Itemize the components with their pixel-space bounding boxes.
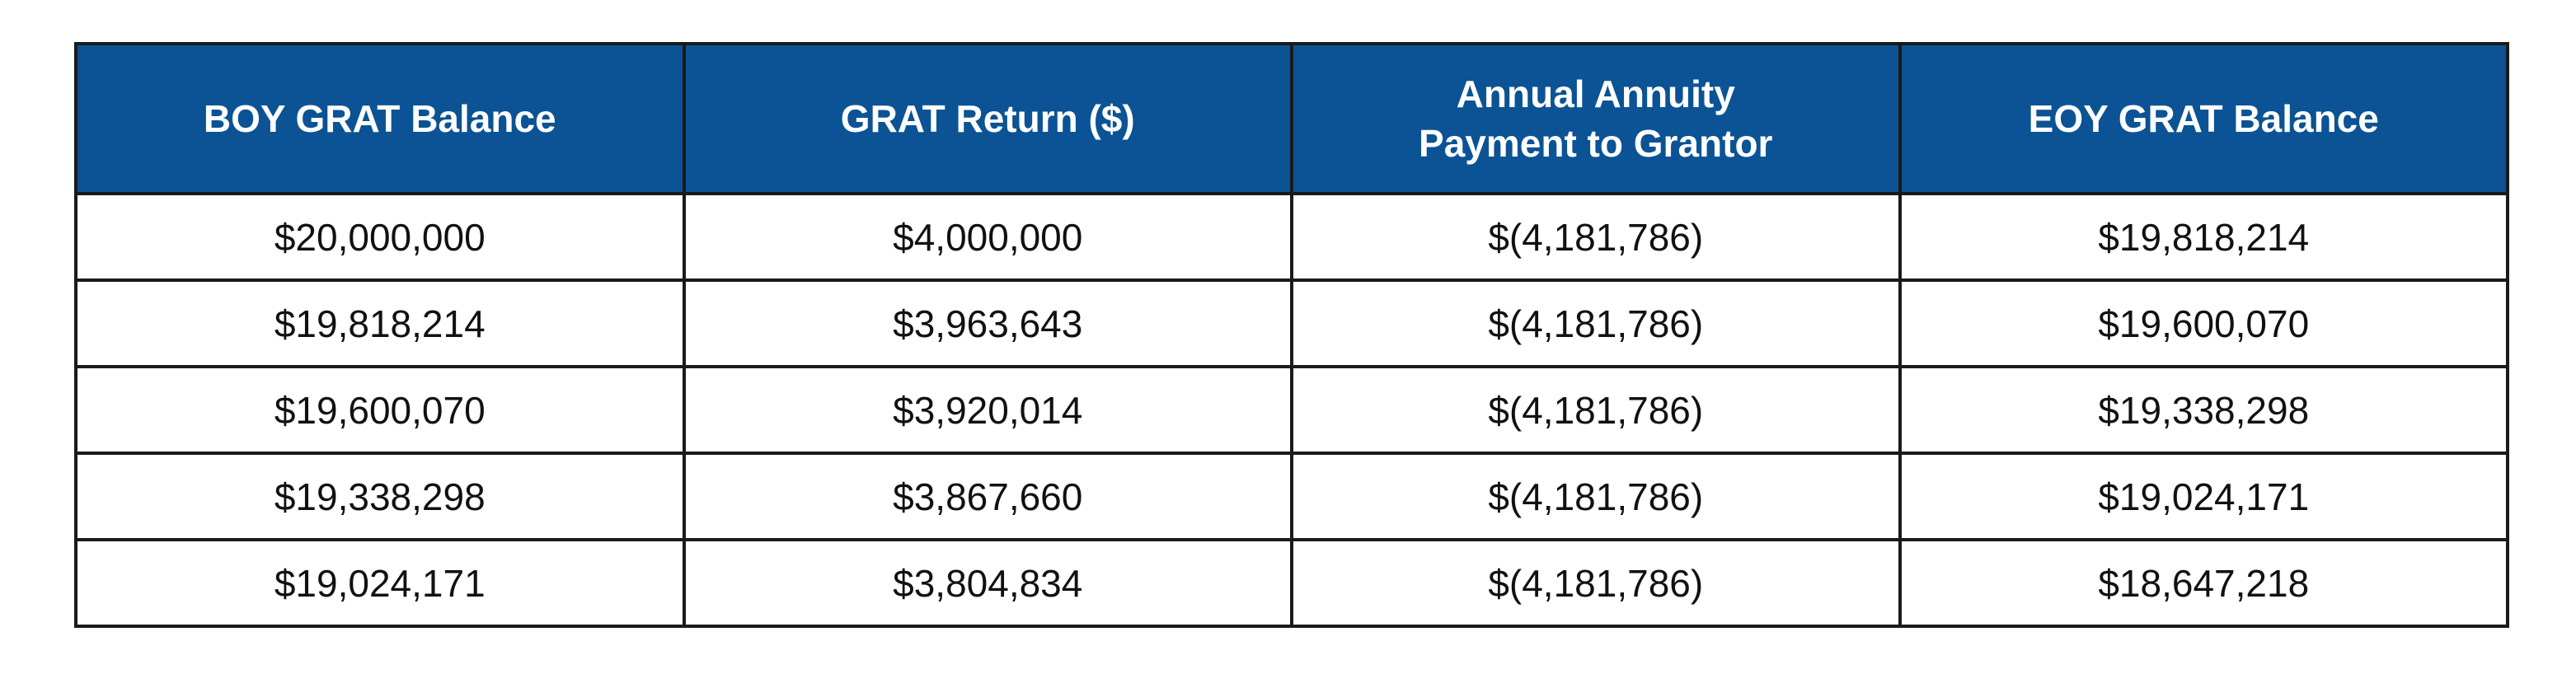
header-row: BOY GRAT Balance GRAT Return ($) Annual … [74, 42, 2509, 195]
cell-eoy-balance: $19,818,214 [1898, 192, 2509, 282]
cell-annuity-payment: $(4,181,786) [1290, 538, 1902, 628]
cell-boy-balance: $20,000,000 [74, 192, 686, 282]
table-row: $19,818,214 $3,963,643 $(4,181,786) $19,… [74, 278, 2509, 368]
table-body: $20,000,000 $4,000,000 $(4,181,786) $19,… [74, 192, 2509, 628]
cell-grat-return: $3,804,834 [682, 538, 1293, 628]
cell-boy-balance: $19,600,070 [74, 365, 686, 455]
table-row: $19,024,171 $3,804,834 $(4,181,786) $18,… [74, 538, 2509, 628]
table-header: BOY GRAT Balance GRAT Return ($) Annual … [74, 42, 2509, 195]
cell-grat-return: $3,867,660 [682, 452, 1293, 541]
cell-eoy-balance: $19,024,171 [1898, 452, 2509, 541]
cell-annuity-payment: $(4,181,786) [1290, 278, 1902, 368]
header-annual-annuity-payment: Annual Annuity Payment to Grantor [1290, 42, 1902, 195]
table-row: $20,000,000 $4,000,000 $(4,181,786) $19,… [74, 192, 2509, 282]
header-grat-return: GRAT Return ($) [682, 42, 1293, 195]
cell-annuity-payment: $(4,181,786) [1290, 452, 1902, 541]
cell-eoy-balance: $18,647,218 [1898, 538, 2509, 628]
grat-schedule-table: BOY GRAT Balance GRAT Return ($) Annual … [74, 42, 2509, 628]
table-row: $19,600,070 $3,920,014 $(4,181,786) $19,… [74, 365, 2509, 455]
table-row: $19,338,298 $3,867,660 $(4,181,786) $19,… [74, 452, 2509, 541]
cell-eoy-balance: $19,600,070 [1898, 278, 2509, 368]
cell-grat-return: $3,963,643 [682, 278, 1293, 368]
header-eoy-grat-balance: EOY GRAT Balance [1898, 42, 2509, 195]
header-boy-grat-balance: BOY GRAT Balance [74, 42, 686, 195]
cell-annuity-payment: $(4,181,786) [1290, 365, 1902, 455]
cell-eoy-balance: $19,338,298 [1898, 365, 2509, 455]
cell-annuity-payment: $(4,181,786) [1290, 192, 1902, 282]
cell-grat-return: $3,920,014 [682, 365, 1293, 455]
cell-boy-balance: $19,338,298 [74, 452, 686, 541]
cell-grat-return: $4,000,000 [682, 192, 1293, 282]
cell-boy-balance: $19,818,214 [74, 278, 686, 368]
cell-boy-balance: $19,024,171 [74, 538, 686, 628]
